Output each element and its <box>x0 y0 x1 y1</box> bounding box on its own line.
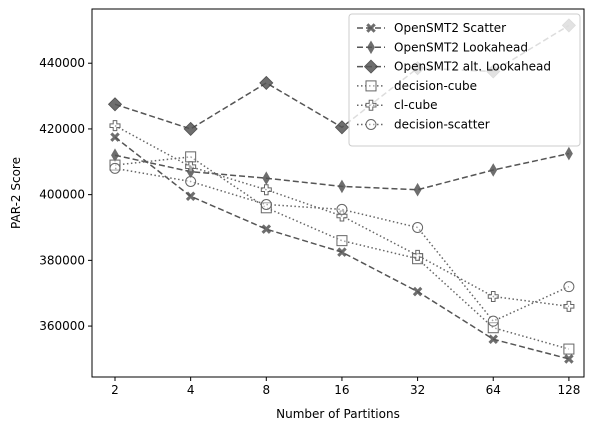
plot-frame <box>91 8 585 378</box>
data-point <box>336 203 348 215</box>
data-point <box>337 247 347 257</box>
data-point <box>259 75 274 90</box>
data-point <box>107 97 123 112</box>
data-point <box>487 322 499 334</box>
x-tick-label: 64 <box>486 383 501 397</box>
data-point <box>412 286 423 297</box>
x-tick-label: 2 <box>111 383 119 397</box>
series-line <box>114 124 569 308</box>
legend-marker <box>365 119 377 130</box>
data-point <box>111 148 119 163</box>
data-point <box>260 199 272 210</box>
data-point <box>185 161 197 173</box>
data-point <box>109 120 121 132</box>
y-tick-label: 440000 <box>39 56 85 70</box>
legend-marker <box>367 40 375 55</box>
data-point <box>488 334 499 344</box>
legend-marker <box>363 59 379 74</box>
x-tick-label: 4 <box>187 383 195 397</box>
x-axis: 2 4 8 16 32 64 128 <box>111 377 580 397</box>
series-line <box>114 156 570 350</box>
legend-label: OpenSMT2 Lookahead <box>394 40 528 54</box>
data-point <box>564 354 574 364</box>
series-line <box>114 136 570 360</box>
legend-box <box>348 13 581 147</box>
legend-item: OpenSMT2 Scatter <box>357 21 506 35</box>
legend-label: OpenSMT2 alt. Lookahead <box>394 60 551 74</box>
data-point <box>185 191 196 202</box>
data-point <box>185 176 197 187</box>
data-point <box>109 159 121 171</box>
x-tick-label: 32 <box>410 383 425 397</box>
data-point <box>412 249 424 261</box>
legend-label: decision-scatter <box>394 118 490 132</box>
series-4 <box>109 120 575 312</box>
data-point <box>337 179 346 194</box>
legend-item: OpenSMT2 alt. Lookahead <box>357 59 551 74</box>
data-point <box>260 184 272 196</box>
data-point <box>413 182 422 197</box>
data-point <box>109 162 121 174</box>
series-5 <box>109 162 575 327</box>
series-line <box>114 167 570 323</box>
data-point <box>563 281 575 293</box>
legend-label: cl-cube <box>394 98 437 112</box>
x-axis-title: Number of Partitions <box>276 407 400 421</box>
legend-marker <box>365 80 377 92</box>
data-point <box>334 120 350 135</box>
data-point <box>260 202 272 214</box>
x-tick-label: 128 <box>557 383 580 397</box>
series-0 <box>110 132 574 364</box>
legend-marker <box>366 23 376 33</box>
y-axis-title: PAR-2 Score <box>9 157 23 229</box>
data-point <box>564 146 573 161</box>
data-point <box>185 151 197 163</box>
data-point <box>487 291 499 302</box>
data-point <box>412 222 424 233</box>
data-point <box>262 171 271 186</box>
legend-label: OpenSMT2 Scatter <box>394 21 506 35</box>
legend-marker <box>365 99 377 111</box>
legend-item: OpenSMT2 Lookahead <box>357 40 528 54</box>
legend-item: decision-scatter <box>357 118 490 132</box>
data-point <box>563 300 575 312</box>
data-point <box>183 121 198 136</box>
y-tick-label: 420000 <box>39 122 85 136</box>
data-point <box>487 315 499 327</box>
data-point <box>489 163 498 177</box>
y-tick-label: 380000 <box>39 253 85 267</box>
x-tick-label: 8 <box>262 383 270 397</box>
data-point <box>110 132 120 142</box>
series-3 <box>109 151 575 355</box>
x-tick-label: 16 <box>334 383 349 397</box>
data-point <box>261 224 272 234</box>
legend-item: decision-cube <box>357 79 477 93</box>
y-tick-label: 400000 <box>39 188 85 202</box>
legend: OpenSMT2 Scatter OpenSMT2 Lookahead OpenSM… <box>348 13 581 147</box>
legend-item: cl-cube <box>357 98 437 112</box>
y-tick-label: 360000 <box>39 319 85 333</box>
legend-label: decision-cube <box>394 79 477 93</box>
data-point <box>336 235 348 247</box>
y-axis: 360000 380000 400000 420000 440000 <box>39 56 92 333</box>
data-point <box>563 343 575 355</box>
